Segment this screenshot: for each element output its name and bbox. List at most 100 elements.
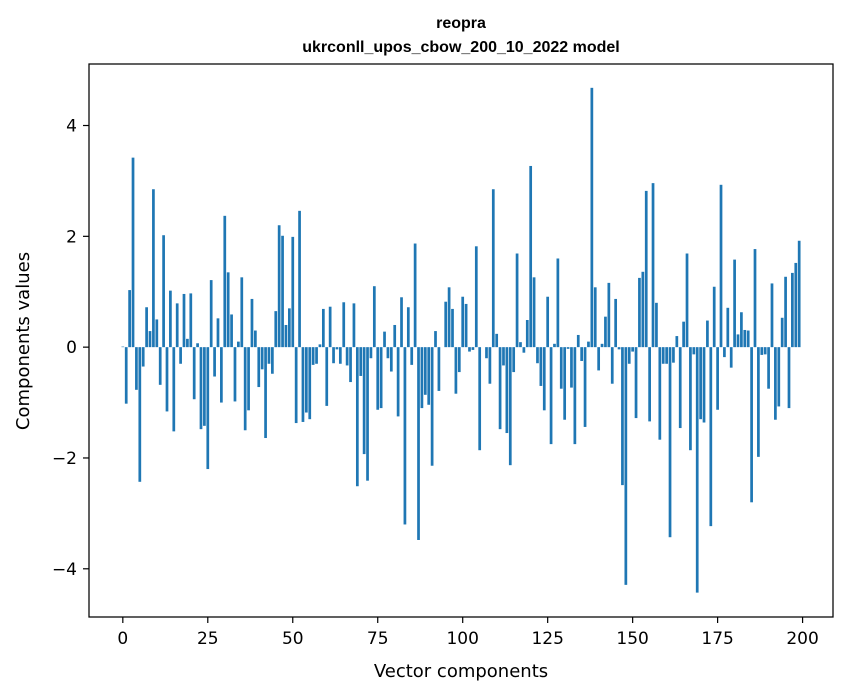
bar [298, 210, 301, 348]
bar [135, 347, 138, 390]
bar [695, 347, 699, 593]
bar [736, 334, 740, 348]
y-tick-label: −2 [52, 449, 77, 469]
bar [240, 277, 244, 348]
bar [491, 189, 495, 348]
bar [366, 347, 369, 481]
bar [451, 308, 454, 348]
bar [699, 347, 702, 420]
bar [403, 347, 407, 525]
bar [638, 277, 641, 348]
bar [152, 189, 155, 348]
bar [566, 347, 570, 349]
bar [376, 347, 380, 410]
bar [400, 297, 403, 348]
bar [791, 272, 794, 348]
bar [559, 347, 563, 389]
bar [651, 183, 655, 348]
plot-frame [88, 63, 834, 618]
y-axis-ticks: −4 −2 0 2 4 [52, 117, 89, 580]
bar [281, 235, 284, 348]
bar [716, 347, 719, 410]
bar [257, 347, 261, 388]
bar [145, 307, 148, 348]
x-axis-label: Vector components [374, 661, 548, 682]
bar [277, 225, 281, 348]
bar [131, 157, 135, 348]
bar [155, 319, 159, 348]
bar [631, 347, 634, 352]
bar [237, 341, 240, 348]
bar [254, 330, 257, 348]
bar [641, 271, 645, 348]
bar [199, 347, 203, 430]
bar [413, 243, 417, 348]
bar [614, 298, 618, 348]
bar [522, 347, 526, 353]
bar [624, 347, 628, 585]
bar [471, 347, 475, 350]
x-tick-label: 150 [616, 629, 648, 649]
bar [546, 296, 550, 348]
bar [553, 343, 556, 348]
bar [206, 347, 210, 470]
x-tick-label: 50 [282, 629, 304, 649]
bar [447, 287, 451, 348]
bar [359, 347, 363, 376]
bar [498, 347, 502, 430]
bar [767, 347, 770, 389]
bar [444, 301, 448, 348]
bar [352, 303, 356, 348]
bar [488, 347, 492, 384]
bar [328, 306, 332, 348]
bar [420, 347, 424, 409]
bar [668, 347, 672, 538]
bar [593, 287, 597, 348]
bar [678, 347, 682, 429]
bar [740, 312, 743, 348]
bar [396, 347, 400, 417]
bar [719, 184, 723, 348]
bar [570, 347, 573, 388]
bar [454, 347, 458, 394]
x-tick-label: 200 [786, 629, 818, 649]
bar [406, 307, 410, 348]
bar [474, 246, 478, 348]
bar [243, 347, 247, 431]
bar [383, 331, 386, 348]
bar [274, 311, 278, 348]
bars-group [121, 87, 801, 593]
bar [774, 347, 777, 420]
bar [556, 258, 560, 348]
bar [457, 347, 461, 373]
bar [230, 314, 233, 348]
bar [515, 253, 519, 348]
bar [260, 347, 264, 370]
bar [372, 286, 376, 348]
bar [311, 347, 315, 365]
bar [665, 347, 668, 364]
bar [461, 296, 465, 348]
bar [576, 334, 580, 348]
bar [661, 347, 665, 364]
bar [220, 347, 223, 403]
bar [780, 317, 784, 348]
bar [644, 190, 648, 348]
bar [264, 347, 267, 439]
bar [434, 331, 437, 348]
bar [179, 347, 182, 364]
bar [485, 347, 488, 359]
bar [607, 282, 611, 348]
bar [539, 347, 543, 386]
bar [158, 347, 162, 385]
bar [519, 342, 522, 348]
bar [525, 320, 529, 348]
bar [478, 347, 482, 451]
bar [675, 336, 679, 348]
bar [753, 249, 757, 348]
y-axis-label: Components values [13, 252, 34, 430]
bar [508, 347, 512, 466]
bar [689, 347, 692, 451]
bar [794, 262, 798, 348]
